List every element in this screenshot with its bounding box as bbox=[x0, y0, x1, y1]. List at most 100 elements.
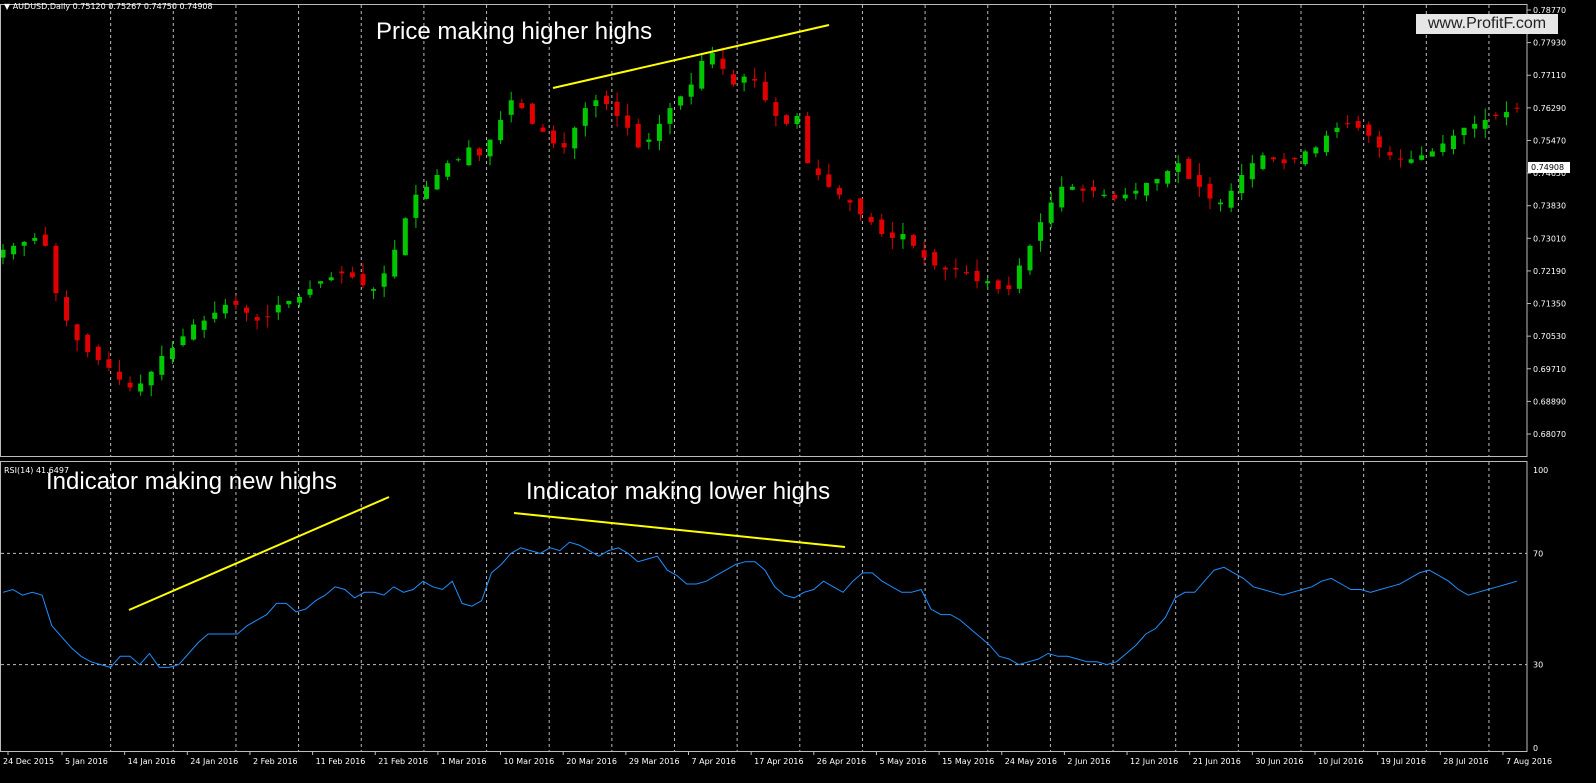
price-y-tick-label: 0.70530 bbox=[1533, 332, 1566, 341]
x-tick-label: 30 Jun 2016 bbox=[1255, 757, 1303, 766]
candle-body bbox=[402, 218, 408, 256]
candle-body bbox=[64, 297, 70, 321]
candle-body bbox=[667, 108, 673, 124]
x-tick-label: 2 Feb 2016 bbox=[253, 757, 298, 766]
candle-body bbox=[339, 271, 345, 274]
x-tick-label: 29 Mar 2016 bbox=[629, 757, 680, 766]
watermark: www.ProfitF.com bbox=[1416, 14, 1558, 34]
candle-body bbox=[847, 200, 853, 203]
candle-body bbox=[953, 268, 959, 270]
price-y-tick-label: 0.77110 bbox=[1533, 71, 1566, 80]
indicator-new-highs-trendline bbox=[128, 496, 390, 611]
candle-body bbox=[476, 148, 482, 156]
candle-body bbox=[688, 84, 694, 97]
candle-body bbox=[551, 130, 557, 144]
x-tick-label: 14 Jan 2016 bbox=[128, 757, 176, 766]
x-tick-label: 5 May 2016 bbox=[879, 757, 926, 766]
x-tick-label: 19 Jul 2016 bbox=[1381, 757, 1426, 766]
candle-body bbox=[773, 102, 779, 116]
x-tick-label: 10 Jul 2016 bbox=[1318, 757, 1363, 766]
candle-body bbox=[360, 273, 366, 286]
candle-body bbox=[42, 234, 48, 246]
x-tick-label: 28 Jul 2016 bbox=[1443, 757, 1488, 766]
candle-body bbox=[222, 304, 228, 314]
price-y-tick-label: 0.71350 bbox=[1533, 300, 1566, 309]
candle-body bbox=[180, 336, 186, 346]
candle-body bbox=[106, 359, 112, 368]
candle-body bbox=[1122, 194, 1128, 199]
candle-body bbox=[942, 267, 948, 270]
candle-body bbox=[169, 348, 175, 360]
candle-body bbox=[1302, 151, 1308, 165]
price-y-tick-label: 0.69710 bbox=[1533, 365, 1566, 374]
x-tick-label: 17 Apr 2016 bbox=[754, 757, 803, 766]
rsi-panel-frame bbox=[0, 461, 1528, 752]
rsi-y-tick-label: 0 bbox=[1533, 744, 1538, 753]
candle-body bbox=[1038, 222, 1044, 241]
candle-body bbox=[1472, 123, 1478, 129]
candle-body bbox=[794, 115, 800, 125]
candle-body bbox=[296, 296, 302, 303]
candle-body bbox=[805, 115, 811, 164]
candle-body bbox=[212, 312, 218, 319]
candle-body bbox=[349, 272, 355, 278]
x-tick-label: 21 Feb 2016 bbox=[378, 757, 428, 766]
price-panel-frame bbox=[0, 4, 1528, 457]
candle-body bbox=[1355, 121, 1361, 128]
candle-body bbox=[21, 241, 27, 246]
candle-body bbox=[1292, 157, 1298, 160]
candle-body bbox=[921, 250, 927, 258]
candle-body bbox=[731, 74, 737, 85]
symbol-header: ▼ AUDUSD,Daily 0.75120 0.75267 0.74750 0… bbox=[4, 2, 213, 11]
candle-body bbox=[392, 249, 398, 277]
candle-body bbox=[932, 252, 938, 266]
x-tick-label: 24 May 2016 bbox=[1005, 757, 1057, 766]
current-price-tag bbox=[1528, 161, 1570, 173]
candle-body bbox=[1493, 114, 1499, 116]
candle-body bbox=[1450, 135, 1456, 150]
candle-body bbox=[985, 281, 991, 284]
candle-body bbox=[191, 324, 197, 340]
x-tick-label: 26 Apr 2016 bbox=[817, 757, 866, 766]
candle-body bbox=[1260, 155, 1266, 169]
candle-body bbox=[1514, 107, 1520, 109]
candle-body bbox=[646, 139, 652, 142]
candle-body bbox=[1482, 119, 1488, 129]
price-y-tick-label: 0.73010 bbox=[1533, 234, 1566, 243]
price-y-tick-label: 0.74650 bbox=[1533, 169, 1566, 178]
candle-body bbox=[963, 272, 969, 274]
indicator-new-highs-annotation: Indicator making new highs bbox=[46, 468, 337, 495]
price-annotation: Price making higher highs bbox=[376, 18, 653, 45]
candle-body bbox=[900, 234, 906, 240]
candle-body bbox=[635, 123, 641, 148]
x-tick-label: 7 Aug 2016 bbox=[1506, 757, 1552, 766]
candle-body bbox=[836, 187, 842, 195]
candle-body bbox=[434, 175, 440, 190]
x-tick-label: 5 Jan 2016 bbox=[65, 757, 108, 766]
candle-body bbox=[603, 95, 609, 105]
candle-body bbox=[1323, 135, 1329, 153]
candle-body bbox=[1440, 143, 1446, 152]
candle-body bbox=[328, 277, 334, 281]
candle-body bbox=[1080, 188, 1086, 191]
candle-body bbox=[561, 143, 567, 148]
x-axis: 24 Dec 2015 5 Jan 2016 14 Jan 2016 24 Jan 2… bbox=[3, 751, 1552, 766]
candle-body bbox=[1016, 265, 1022, 289]
candle-body bbox=[741, 76, 747, 83]
candle-body bbox=[1112, 194, 1118, 199]
rsi-label: RSI(14) 41.6497 bbox=[4, 466, 70, 475]
candle-body bbox=[879, 219, 885, 235]
candle-body bbox=[95, 346, 101, 360]
candle-body bbox=[32, 237, 38, 241]
candle-body bbox=[858, 198, 864, 215]
candle-body bbox=[0, 249, 6, 258]
candle-body bbox=[720, 58, 726, 69]
candle-body bbox=[889, 232, 895, 238]
candle-body bbox=[1503, 112, 1509, 118]
candle-body bbox=[498, 119, 504, 141]
price-y-tick-label: 0.76290 bbox=[1533, 104, 1566, 113]
candle-body bbox=[275, 304, 281, 313]
candle-body bbox=[455, 159, 461, 161]
